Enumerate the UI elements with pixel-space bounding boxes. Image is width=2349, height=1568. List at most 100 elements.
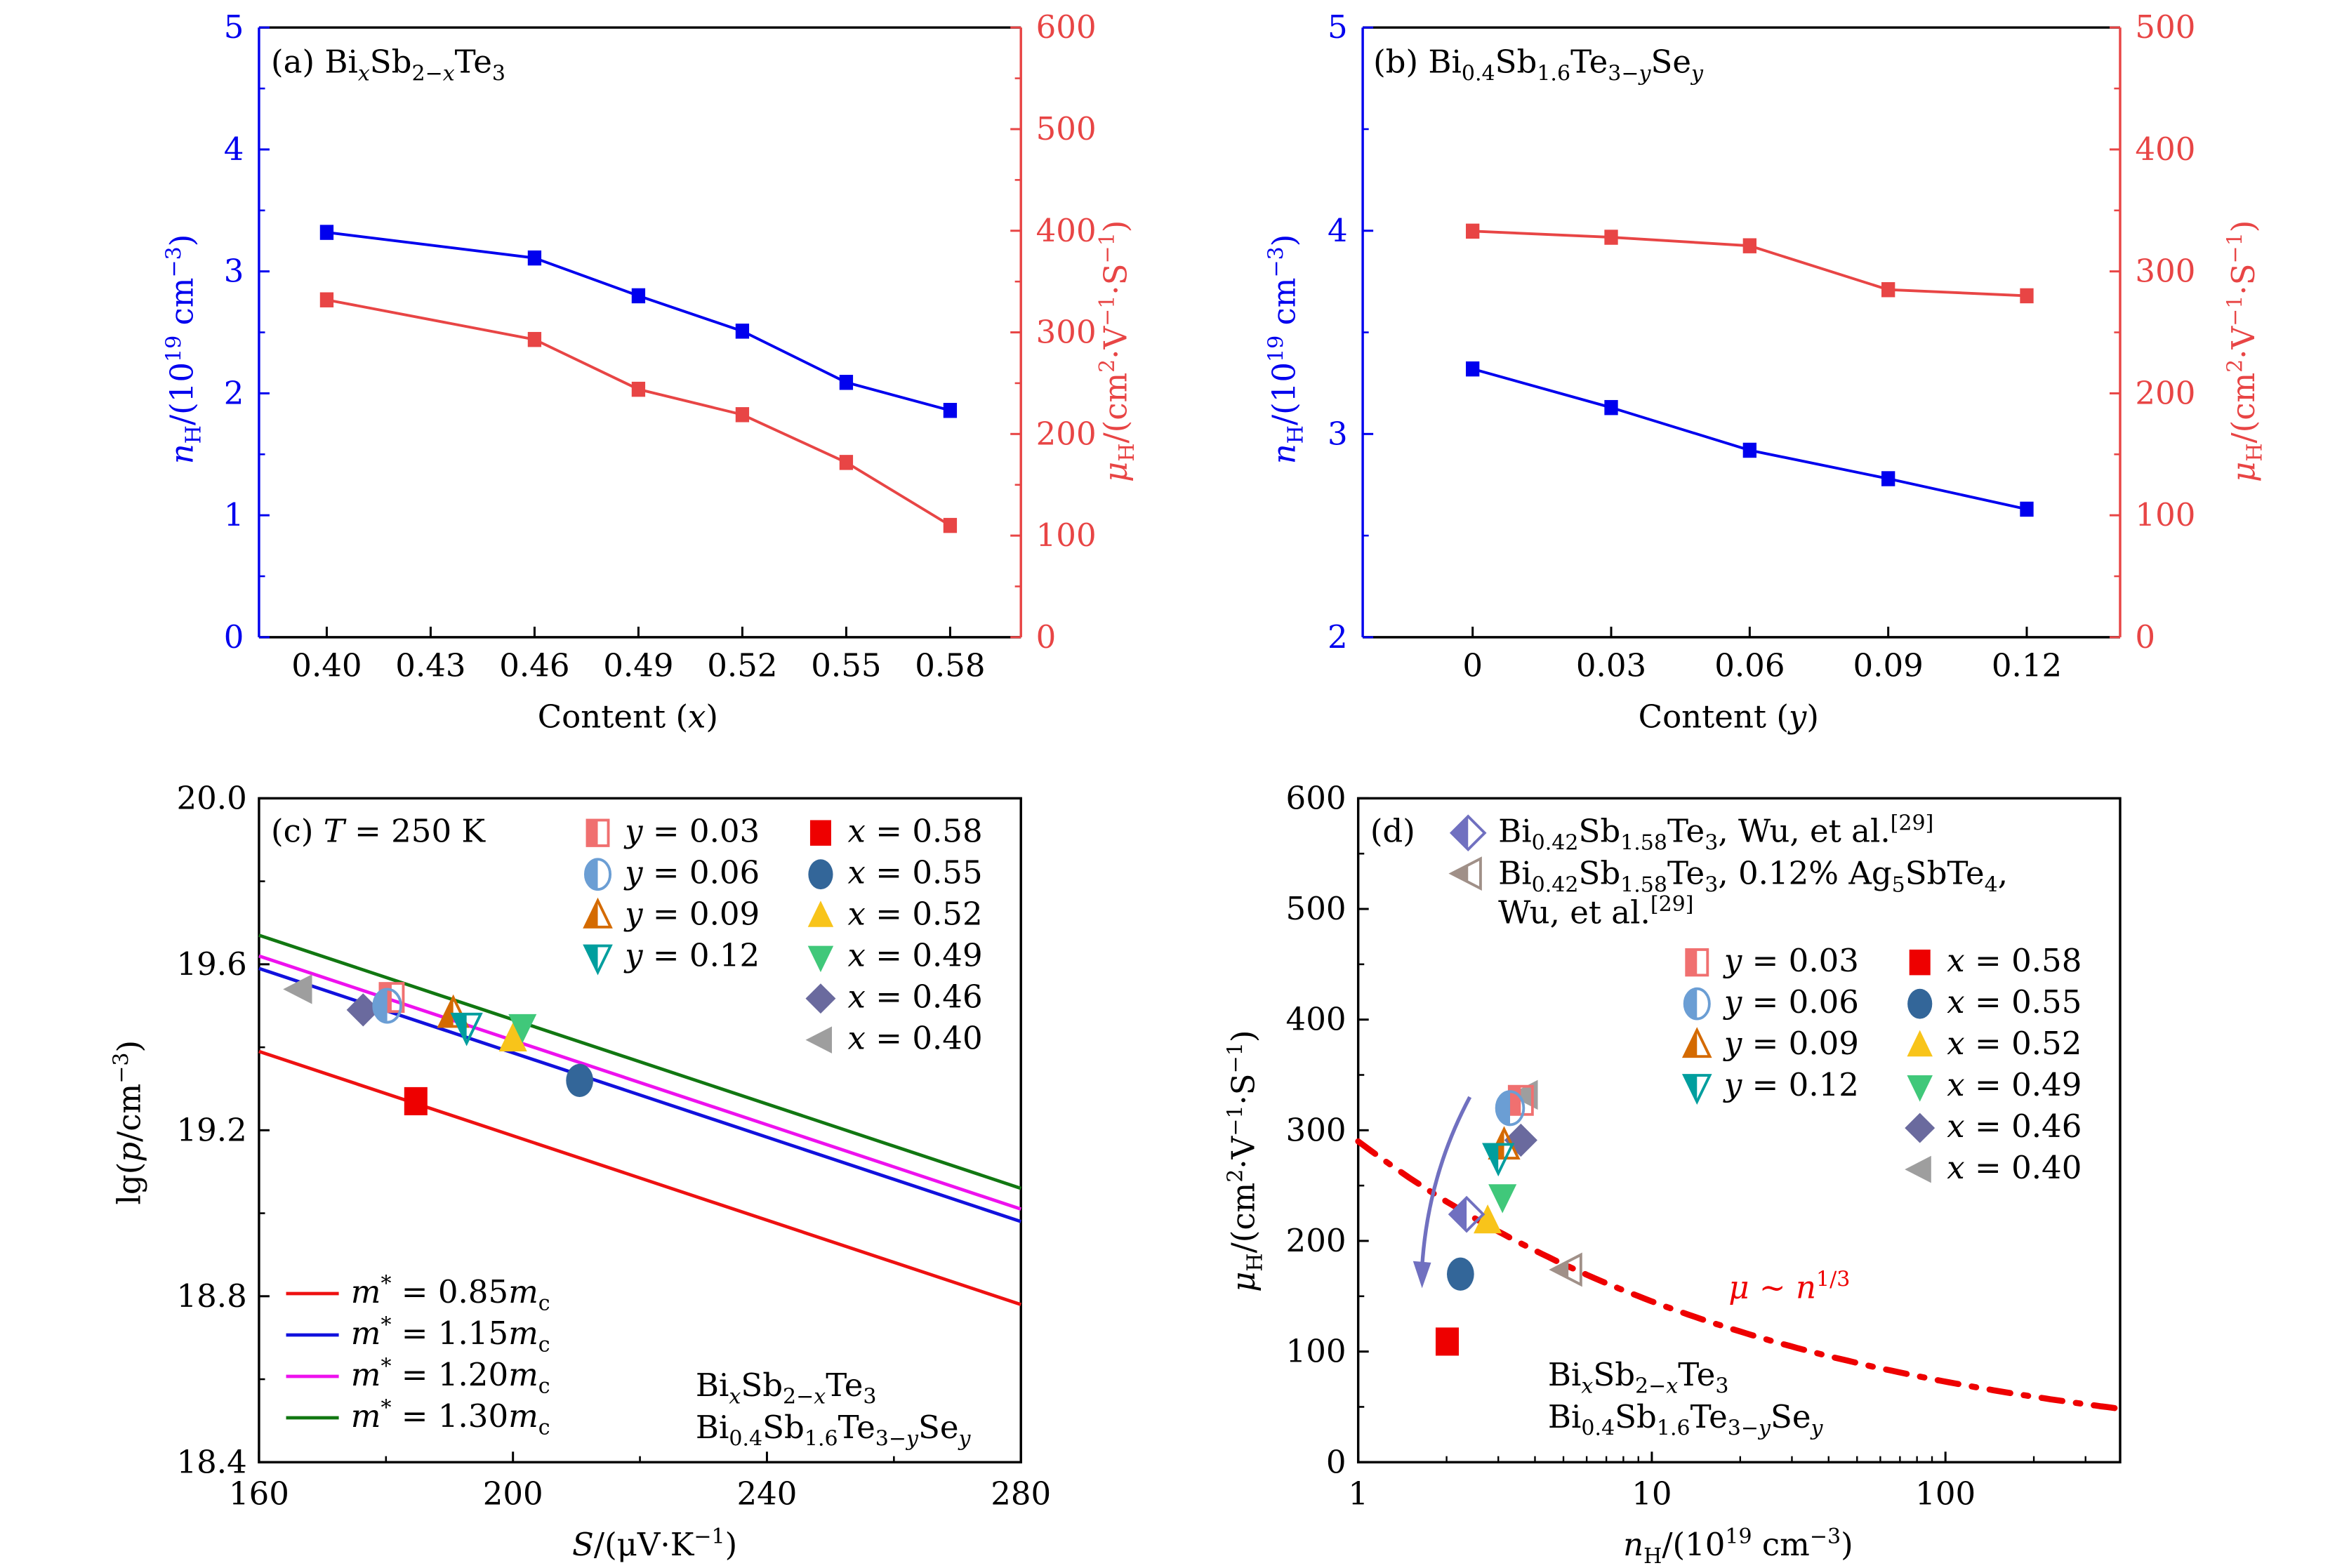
y-tick-label: 19.6 <box>176 945 246 983</box>
data-point-nH <box>839 375 854 390</box>
x-tick-label: 0 <box>1462 647 1483 684</box>
marker-outline <box>583 944 613 976</box>
legend-marker <box>1905 1112 1936 1143</box>
panel-title: (c) T = 250 K <box>271 813 486 850</box>
marker-shape <box>498 1022 527 1051</box>
legend-label: x = 0.55 <box>848 854 983 891</box>
legend-label: m* = 1.15mc <box>351 1313 550 1357</box>
legend-marker <box>807 945 834 973</box>
marker-shape <box>809 820 831 846</box>
marker-shape <box>283 974 312 1004</box>
y-tick-label: 19.2 <box>176 1111 246 1148</box>
legend-label: y = 0.12 <box>1723 1066 1859 1103</box>
panel-a: 0 1 2 3 4 5 0 100 200 300 400 500 600 0.40 0.43 0.46 0.4… <box>161 8 1139 735</box>
marker-shape <box>807 901 834 927</box>
legend-marker <box>807 901 834 927</box>
legend-label: x = 0.46 <box>848 978 983 1016</box>
marker-outline <box>450 1012 483 1047</box>
y-tick-label: 400 <box>1286 1001 1346 1038</box>
legend-marker <box>1683 987 1711 1021</box>
fit-line-0.85 <box>258 1049 1021 1306</box>
series-line-nH <box>326 231 951 412</box>
data-point-nH <box>735 324 750 339</box>
legend-label: x = 0.58 <box>848 813 983 850</box>
legend-marker <box>583 944 613 976</box>
data-point-nH <box>1742 442 1756 458</box>
legend-marker <box>808 859 833 890</box>
data-point-muH <box>1881 282 1895 298</box>
x-tick-label: 160 <box>229 1475 289 1512</box>
composition-label: Bi0.4Sb1.6Te3−ySey <box>696 1409 972 1451</box>
composition-label: Bi0.4Sb1.6Te3−ySey <box>1548 1398 1824 1441</box>
y-tick-label: 0 <box>1326 1443 1346 1480</box>
composition-label: BixSb2−xTe3 <box>696 1367 877 1409</box>
legend-marker <box>1449 814 1487 852</box>
marker-fill <box>373 989 388 1023</box>
curve-label: μ ~ n1/3 <box>1728 1267 1850 1305</box>
data-point-muH <box>2020 288 2034 304</box>
data-point <box>372 988 402 1024</box>
marker-shape <box>807 945 834 973</box>
marker-outline <box>1681 1027 1712 1058</box>
legend-marker <box>1681 1074 1712 1105</box>
data-point <box>1482 1143 1515 1177</box>
marker-fill <box>1684 1075 1698 1102</box>
legend-marker <box>585 818 610 847</box>
legend-label: x = 0.49 <box>848 937 983 974</box>
data-point <box>508 1014 537 1044</box>
x-tick-label: 0.09 <box>1853 647 1924 684</box>
marker-shape <box>1909 949 1931 976</box>
y-tick-label-right: 100 <box>1036 517 1097 554</box>
legend-label: y = 0.06 <box>623 854 760 891</box>
y-tick-label: 200 <box>1286 1222 1346 1259</box>
marker-outline <box>1685 948 1709 977</box>
marker-shape <box>566 1063 593 1097</box>
data-point-muH <box>943 517 958 533</box>
marker-outline <box>583 858 612 891</box>
y-tick-label-right: 400 <box>2135 131 2195 168</box>
x-tick-label: 10 <box>1632 1475 1672 1512</box>
y-tick-label: 18.8 <box>176 1277 246 1315</box>
legend-label: x = 0.40 <box>1947 1149 2082 1186</box>
marker-fill <box>1496 1091 1510 1125</box>
data-point-muH <box>1466 223 1480 239</box>
arrow-head-icon <box>1412 1261 1431 1289</box>
x-tick-label: 0.06 <box>1714 647 1785 684</box>
data-point-nH <box>943 403 958 418</box>
marker-outline <box>1448 1195 1486 1233</box>
y-tick-label-left: 3 <box>224 253 244 290</box>
marker-outline <box>1683 987 1711 1021</box>
marker-shape <box>1907 988 1933 1019</box>
marker-outline <box>372 988 402 1024</box>
marker-outline <box>437 994 470 1028</box>
x-tick-label: 0.52 <box>707 647 777 684</box>
marker-fill <box>1684 1030 1698 1057</box>
marker-fill <box>1450 1197 1467 1231</box>
x-axis-label: nH/(1019 cm−3) <box>1623 1524 1853 1568</box>
y-axis-label-right: μH/(cm2·V−1·S−1) <box>2223 220 2268 482</box>
legend-label: Bi0.42Sb1.58Te3, Wu, et al.[29] <box>1498 811 1933 855</box>
legend-marker <box>583 897 613 929</box>
y-tick-label-left: 5 <box>1328 8 1348 46</box>
marker-outline <box>1448 856 1482 891</box>
marker-fill <box>587 820 598 846</box>
legend-label: Bi0.42Sb1.58Te3, 0.12% Ag5SbTe4, <box>1498 855 2008 898</box>
data-point <box>437 994 470 1028</box>
data-point-nH <box>1881 471 1895 486</box>
x-tick-label: 0.03 <box>1576 647 1646 684</box>
legend-label: y = 0.03 <box>623 813 760 850</box>
data-point-nH <box>319 225 334 240</box>
x-tick-label: 0.40 <box>291 647 362 684</box>
marker-fill <box>1451 865 1469 882</box>
y-tick-label: 500 <box>1286 890 1346 927</box>
legend-marker <box>1907 988 1933 1019</box>
y-tick-label-right: 500 <box>1036 110 1097 147</box>
legend-label: m* = 1.30mc <box>351 1396 550 1440</box>
x-tick-label: 0.12 <box>1992 647 2062 684</box>
y-axis-label: lg(p/cm−3) <box>109 1040 147 1205</box>
legend-marker <box>1448 856 1482 891</box>
y-tick-label: 100 <box>1286 1333 1346 1370</box>
series-line-nH <box>1472 367 2027 511</box>
y-tick-label-left: 0 <box>224 618 244 656</box>
y-axis-label: μH/(cm2·V−1·S−1) <box>1224 1030 1268 1292</box>
